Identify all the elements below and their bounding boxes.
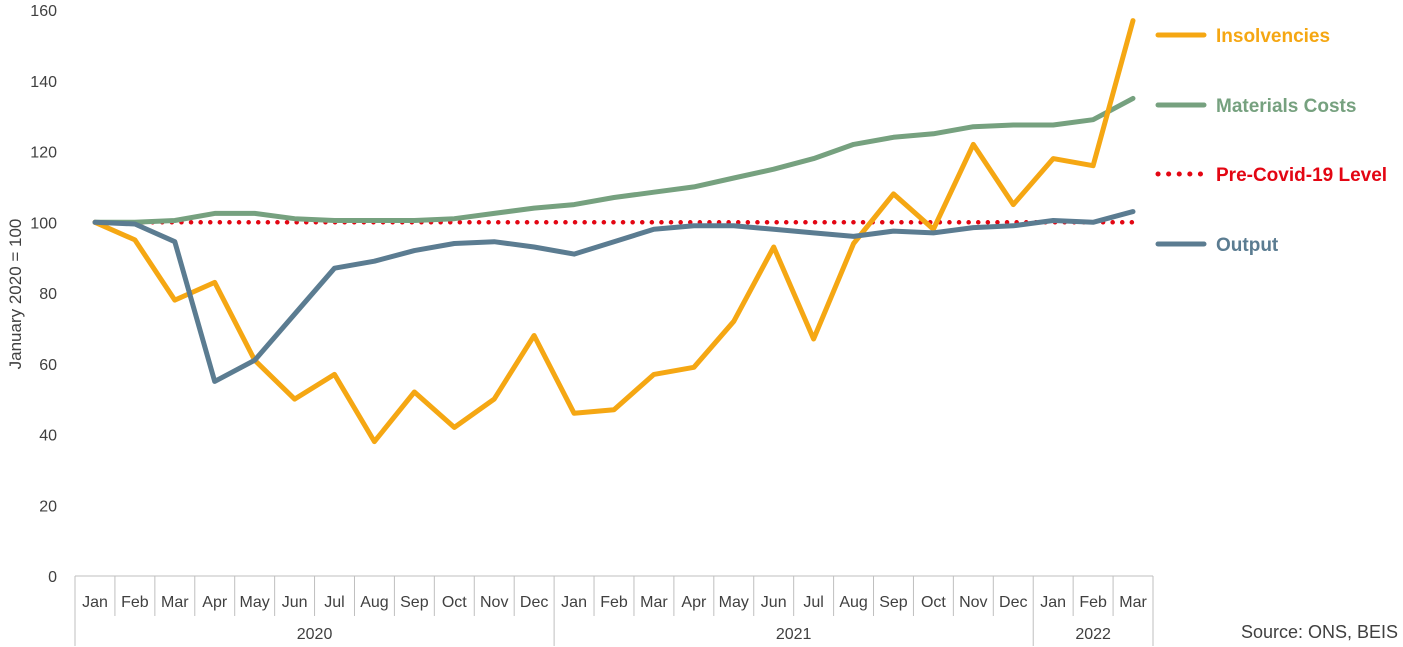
y-tick-label: 60 bbox=[39, 357, 57, 374]
y-tick-label: 20 bbox=[39, 498, 57, 515]
x-axis-ticks: Jan Feb Mar Apr May Jun Jul Aug Sep Oct Nov Dec Jan F… bbox=[82, 594, 1147, 611]
x-tick-label: Mar bbox=[1119, 594, 1147, 611]
legend-label-materials-costs: Materials Costs bbox=[1216, 96, 1356, 117]
y-tick-label: 120 bbox=[30, 145, 57, 162]
x-tick-label: Jan bbox=[561, 594, 587, 611]
year-group-label: 2021 bbox=[776, 626, 812, 643]
x-tick-label: Jun bbox=[282, 594, 308, 611]
x-tick-label: Sep bbox=[879, 594, 908, 611]
x-tick-label: Apr bbox=[681, 594, 707, 611]
x-tick-label: May bbox=[719, 594, 749, 611]
y-tick-label: 40 bbox=[39, 428, 57, 445]
year-group-label: 2022 bbox=[1075, 626, 1111, 643]
x-tick-label: Oct bbox=[442, 594, 467, 611]
year-group-label: 2020 bbox=[297, 626, 333, 643]
source-note: Source: ONS, BEIS bbox=[1241, 622, 1398, 642]
legend: Insolvencies Materials Costs Pre-Covid-19 … bbox=[1155, 26, 1387, 256]
x-tick-label: Apr bbox=[202, 594, 228, 611]
y-tick-label: 160 bbox=[30, 3, 57, 20]
plot-lines bbox=[92, 18, 1136, 445]
x-tick-label: Mar bbox=[640, 594, 668, 611]
x-tick-label: Jul bbox=[324, 594, 344, 611]
series-line-materials-costs bbox=[92, 95, 1136, 225]
y-tick-label: 80 bbox=[39, 286, 57, 303]
x-tick-label: Oct bbox=[921, 594, 946, 611]
x-tick-label: Mar bbox=[161, 594, 189, 611]
x-tick-label: Aug bbox=[360, 594, 388, 611]
y-axis-ticks: 0 20 40 60 80 100 120 140 160 bbox=[30, 3, 57, 586]
x-axis-year-groups: 2020 2021 2022 bbox=[297, 626, 1111, 643]
legend-label-insolvencies: Insolvencies bbox=[1216, 26, 1330, 47]
x-tick-label: Feb bbox=[121, 594, 149, 611]
y-tick-label: 100 bbox=[30, 215, 57, 232]
x-tick-label: Jan bbox=[82, 594, 108, 611]
x-tick-label: Jul bbox=[803, 594, 823, 611]
x-tick-label: Feb bbox=[600, 594, 628, 611]
series-line-output bbox=[92, 209, 1136, 384]
legend-label-pre-covid-19-level: Pre-Covid-19 Level bbox=[1216, 165, 1387, 186]
x-tick-label: Feb bbox=[1079, 594, 1107, 611]
x-tick-label: Nov bbox=[959, 594, 987, 611]
x-tick-label: Jan bbox=[1040, 594, 1066, 611]
x-tick-label: Dec bbox=[520, 594, 548, 611]
legend-label-output: Output bbox=[1216, 235, 1279, 256]
y-tick-label: 140 bbox=[30, 74, 57, 91]
x-tick-label: Jun bbox=[761, 594, 787, 611]
x-tick-label: Aug bbox=[839, 594, 867, 611]
x-tick-label: Nov bbox=[480, 594, 508, 611]
series-line-insolvencies bbox=[92, 18, 1136, 445]
y-axis-label: January 2020 = 100 bbox=[6, 219, 25, 370]
x-tick-label: Dec bbox=[999, 594, 1027, 611]
y-tick-label: 0 bbox=[48, 569, 57, 586]
x-tick-label: May bbox=[240, 594, 270, 611]
x-tick-label: Sep bbox=[400, 594, 429, 611]
axes bbox=[74, 575, 1154, 646]
